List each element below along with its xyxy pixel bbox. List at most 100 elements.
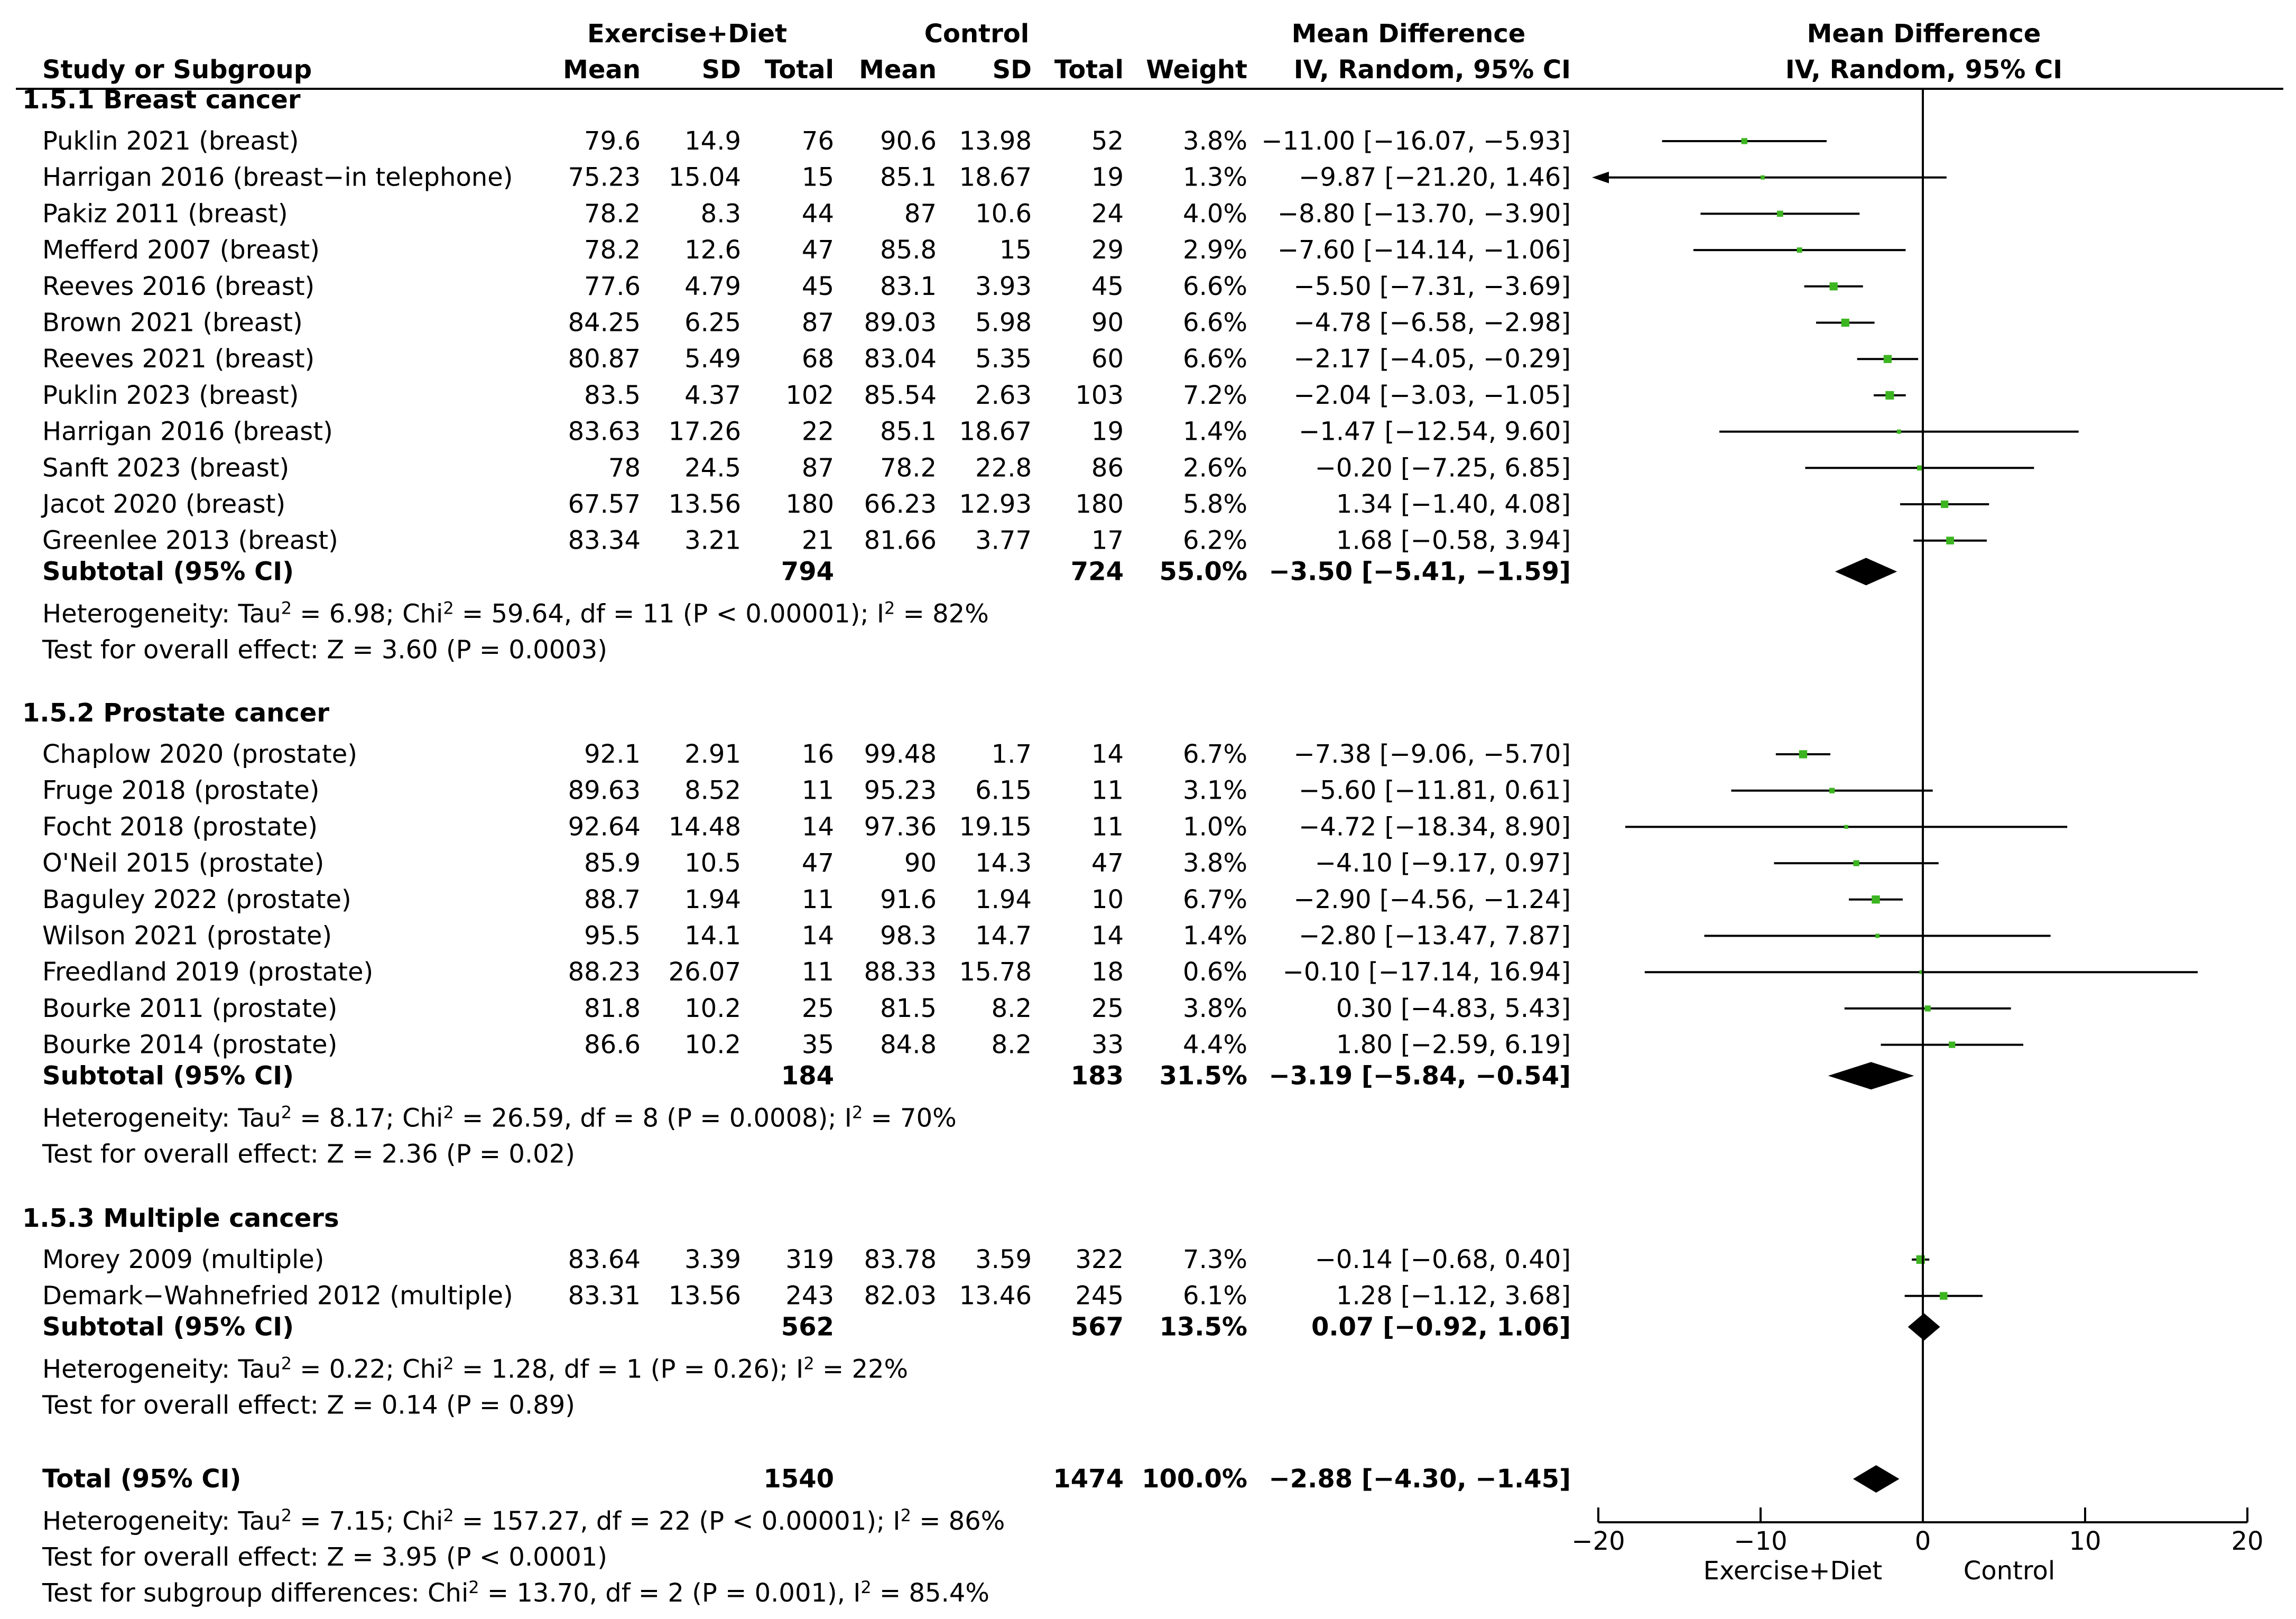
study-total2: 19	[1091, 417, 1124, 447]
point-estimate	[1799, 750, 1808, 758]
study-weight: 3.1%	[1183, 776, 1247, 806]
study-sd1: 1.94	[684, 885, 741, 914]
study-ci: −4.72 [−18.34, 8.90]	[1299, 812, 1571, 841]
study-total1: 44	[802, 199, 834, 228]
study-name: Sanft 2023 (breast)	[42, 453, 289, 483]
subtotal-ci: −3.50 [−5.41, −1.59]	[1269, 557, 1571, 586]
study-total1: 47	[802, 235, 834, 265]
study-weight: 6.6%	[1183, 272, 1247, 301]
study-ci: −2.04 [−3.03, −1.05]	[1293, 381, 1571, 410]
study-weight: 2.9%	[1183, 235, 1247, 265]
study-mean2: 91.6	[880, 885, 937, 914]
study-total2: 25	[1091, 994, 1124, 1023]
study-mean2: 88.33	[864, 957, 937, 987]
study-mean1: 78.2	[584, 199, 641, 228]
study-total2: 10	[1091, 885, 1124, 914]
study-total1: 14	[802, 812, 834, 841]
study-total1: 76	[802, 126, 834, 156]
study-weight: 6.6%	[1183, 344, 1247, 374]
point-estimate	[1761, 175, 1765, 180]
study-name: Mefferd 2007 (breast)	[42, 235, 320, 265]
study-name: O'Neil 2015 (prostate)	[42, 848, 324, 878]
study-total2: 14	[1091, 739, 1124, 769]
overall-effect-text: Test for overall effect: Z = 0.14 (P = 0…	[42, 1390, 575, 1420]
study-total2: 322	[1075, 1245, 1124, 1274]
study-total1: 11	[802, 885, 834, 914]
study-total1: 180	[785, 489, 834, 519]
study-sd2: 22.8	[975, 453, 1032, 483]
study-sd1: 13.56	[669, 489, 741, 519]
study-mean2: 95.23	[864, 776, 937, 806]
point-estimate	[1844, 825, 1848, 829]
study-sd2: 10.6	[975, 199, 1032, 228]
study-mean2: 82.03	[864, 1281, 937, 1311]
total-n1: 1540	[763, 1464, 834, 1494]
subgroup-title: 1.5.2 Prostate cancer	[22, 698, 329, 728]
study-sd1: 17.26	[669, 417, 741, 447]
study-mean2: 66.23	[864, 489, 937, 519]
study-name: Greenlee 2013 (breast)	[42, 526, 338, 556]
point-estimate	[1853, 860, 1859, 866]
header-md-group: Mean Difference	[1292, 19, 1526, 49]
ci-arrow	[1592, 171, 1609, 183]
study-sd2: 2.63	[975, 381, 1032, 410]
study-total1: 87	[802, 453, 834, 483]
study-weight: 1.4%	[1183, 417, 1247, 447]
study-name: Reeves 2021 (breast)	[42, 344, 314, 374]
study-name: Brown 2021 (breast)	[42, 308, 303, 338]
point-estimate	[1777, 210, 1783, 217]
study-mean2: 81.5	[880, 994, 937, 1023]
subtotal-total1: 562	[781, 1312, 834, 1342]
study-sd2: 18.67	[959, 417, 1032, 447]
total-heterogeneity-text: Heterogeneity: Tau2 = 7.15; Chi2 = 157.2…	[42, 1505, 1005, 1536]
study-sd1: 4.37	[684, 381, 741, 410]
study-sd1: 10.5	[684, 848, 741, 878]
study-weight: 2.6%	[1183, 453, 1247, 483]
study-total1: 14	[802, 921, 834, 951]
study-sd1: 10.2	[684, 1030, 741, 1060]
study-sd1: 12.6	[684, 235, 741, 265]
study-total2: 17	[1091, 526, 1124, 556]
study-mean2: 85.8	[880, 235, 937, 265]
point-estimate	[1797, 247, 1802, 253]
study-mean1: 75.23	[568, 163, 641, 192]
point-estimate	[1924, 1005, 1931, 1012]
study-total1: 47	[802, 848, 834, 878]
study-total2: 24	[1091, 199, 1124, 228]
study-weight: 0.6%	[1183, 957, 1247, 987]
study-total2: 86	[1091, 453, 1124, 483]
study-mean1: 85.9	[584, 848, 641, 878]
study-mean1: 88.23	[568, 957, 641, 987]
study-total2: 18	[1091, 957, 1124, 987]
point-estimate	[1917, 465, 1922, 471]
study-total1: 11	[802, 776, 834, 806]
subtotal-total2: 724	[1071, 557, 1124, 586]
subtotal-total1: 794	[781, 557, 834, 586]
study-mean2: 84.8	[880, 1030, 937, 1060]
study-sd1: 3.39	[684, 1245, 741, 1274]
study-weight: 6.7%	[1183, 885, 1247, 914]
overall-effect-text: Test for overall effect: Z = 2.36 (P = 0…	[42, 1139, 575, 1169]
study-total2: 52	[1091, 126, 1124, 156]
study-weight: 1.0%	[1183, 812, 1247, 841]
study-weight: 7.2%	[1183, 381, 1247, 410]
study-total2: 45	[1091, 272, 1124, 301]
study-mean1: 78.2	[584, 235, 641, 265]
total-weight: 100.0%	[1142, 1464, 1247, 1494]
study-total1: 243	[785, 1281, 834, 1311]
study-sd1: 24.5	[684, 453, 741, 483]
study-sd2: 1.7	[992, 739, 1032, 769]
study-sd2: 8.2	[992, 1030, 1032, 1060]
study-ci: −1.47 [−12.54, 9.60]	[1299, 417, 1571, 447]
study-total1: 11	[802, 957, 834, 987]
study-name: Freedland 2019 (prostate)	[42, 957, 373, 987]
study-ci: −0.20 [−7.25, 6.85]	[1315, 453, 1571, 483]
study-weight: 7.3%	[1183, 1245, 1247, 1274]
summary-diamond	[1908, 1313, 1940, 1341]
x-label-left: Exercise+Diet	[1704, 1556, 1883, 1586]
study-name: Reeves 2016 (breast)	[42, 272, 314, 301]
summary-diamond	[1835, 558, 1897, 586]
study-sd1: 14.9	[684, 126, 741, 156]
study-mean1: 92.64	[568, 812, 641, 841]
study-total2: 11	[1091, 776, 1124, 806]
